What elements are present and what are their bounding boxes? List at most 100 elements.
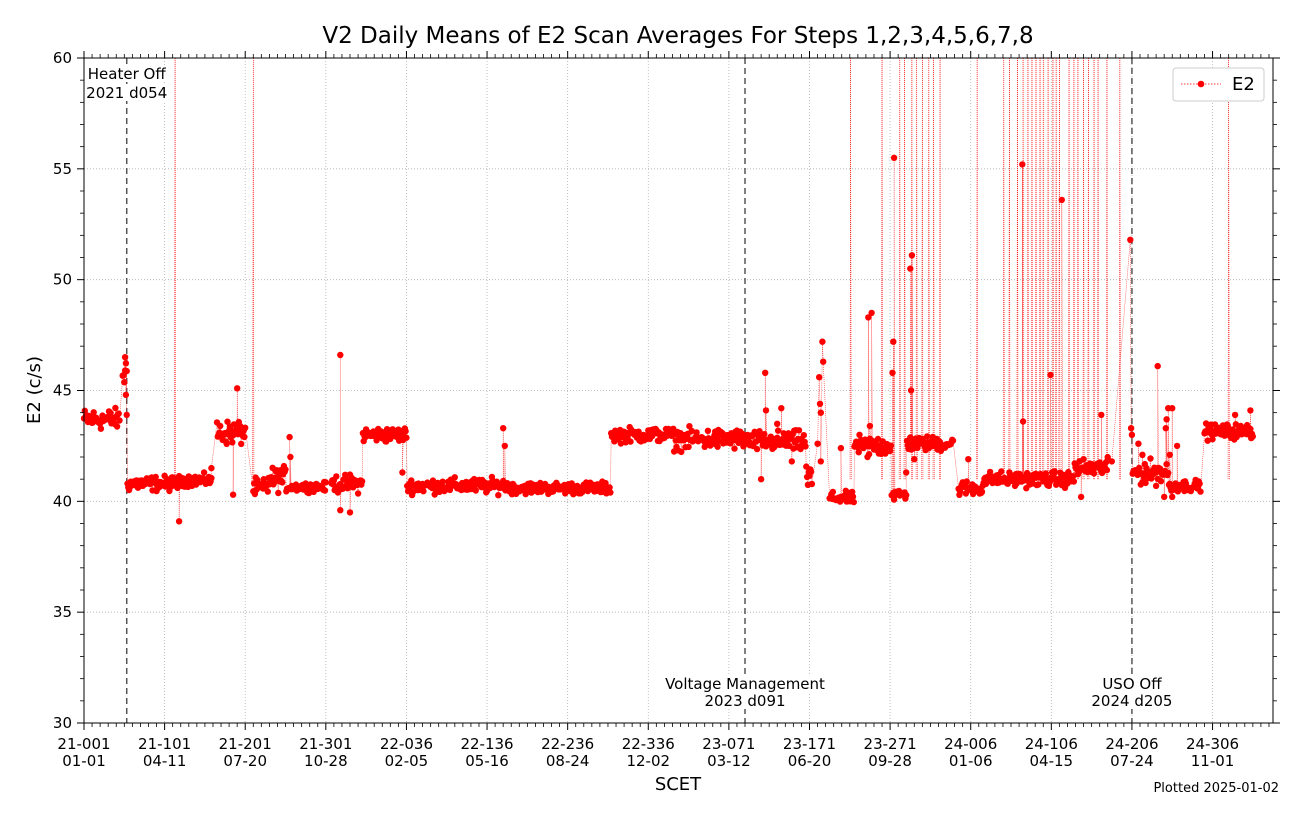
plotted-date: Plotted 2025-01-02 bbox=[1153, 781, 1279, 796]
data-point bbox=[685, 443, 692, 451]
data-point bbox=[807, 468, 815, 475]
data-point bbox=[982, 480, 990, 487]
offscale-spike bbox=[1059, 57, 1061, 480]
data-point bbox=[451, 474, 458, 481]
data-point bbox=[788, 458, 795, 465]
data-point bbox=[1157, 478, 1165, 485]
data-point bbox=[1165, 469, 1172, 477]
data-point bbox=[903, 491, 910, 499]
offscale-spike bbox=[1077, 57, 1079, 480]
data-point bbox=[217, 422, 224, 430]
data-point bbox=[850, 498, 857, 506]
data-point bbox=[908, 252, 916, 259]
data-point bbox=[816, 400, 824, 407]
offscale-spike bbox=[939, 57, 941, 480]
x-tick-label-doy: 23-071 bbox=[702, 735, 755, 753]
data-point bbox=[1196, 480, 1203, 487]
offscale-spike bbox=[1088, 57, 1090, 480]
event-label: 2024 d205 bbox=[1091, 692, 1172, 710]
data-point bbox=[1069, 473, 1077, 480]
data-point bbox=[1047, 371, 1054, 379]
x-tick-label-doy: 23-171 bbox=[783, 735, 836, 753]
data-point bbox=[242, 424, 249, 431]
data-point bbox=[501, 442, 508, 450]
grid bbox=[84, 58, 1273, 723]
data-point bbox=[1202, 420, 1210, 427]
data-point bbox=[808, 480, 816, 488]
data-point bbox=[1108, 458, 1116, 465]
x-tick-label-doy: 24-106 bbox=[1025, 735, 1078, 753]
offscale-spike bbox=[1022, 57, 1025, 480]
data-point bbox=[472, 487, 479, 494]
x-tick-label-date: 12-02 bbox=[626, 752, 670, 770]
event-label: USO Off bbox=[1102, 675, 1162, 693]
x-tick-label-date: 07-24 bbox=[1110, 752, 1154, 770]
y-tick-label: 30 bbox=[53, 714, 72, 732]
event-label: Heater Off bbox=[88, 65, 167, 83]
x-tick-label-date: 04-15 bbox=[1030, 752, 1074, 770]
data-point bbox=[1249, 433, 1257, 440]
data-point bbox=[337, 351, 344, 359]
data-point bbox=[761, 431, 768, 438]
series-points bbox=[80, 154, 1257, 525]
offscale-spike bbox=[976, 57, 979, 480]
data-point bbox=[829, 488, 837, 496]
data-point bbox=[889, 369, 896, 376]
x-tick-label-date: 01-01 bbox=[62, 752, 106, 770]
offscale-spike bbox=[1083, 57, 1085, 480]
data-point bbox=[1163, 461, 1170, 468]
data-point bbox=[339, 485, 346, 492]
legend: E2 bbox=[1172, 67, 1265, 102]
x-tick-label-date: 02-05 bbox=[385, 752, 429, 770]
data-point bbox=[1016, 470, 1024, 478]
data-point bbox=[865, 314, 872, 321]
data-point bbox=[122, 391, 130, 399]
offscale-spike bbox=[1228, 57, 1230, 480]
data-point bbox=[753, 438, 760, 445]
data-point bbox=[1035, 481, 1042, 488]
offscale-spike bbox=[916, 57, 918, 480]
offscale-spike bbox=[174, 57, 176, 480]
data-point bbox=[238, 440, 245, 448]
data-point bbox=[820, 358, 827, 365]
data-point bbox=[115, 410, 122, 417]
data-point bbox=[1173, 442, 1181, 450]
offscale-spike bbox=[252, 57, 255, 480]
event-label-bg bbox=[86, 84, 168, 101]
data-point bbox=[1058, 196, 1066, 204]
data-point bbox=[333, 473, 340, 480]
data-point bbox=[704, 427, 712, 434]
event-label-bg bbox=[704, 692, 786, 709]
y-tick-label: 40 bbox=[53, 492, 72, 510]
data-point bbox=[1104, 453, 1111, 461]
data-point bbox=[757, 476, 765, 483]
data-point bbox=[949, 437, 957, 444]
data-point bbox=[121, 354, 129, 361]
data-point bbox=[152, 473, 159, 481]
data-point bbox=[409, 488, 417, 496]
data-point bbox=[402, 428, 409, 435]
data-point bbox=[1154, 362, 1161, 370]
data-point bbox=[537, 479, 544, 487]
data-point bbox=[1070, 478, 1078, 485]
data-point bbox=[774, 420, 781, 427]
data-point bbox=[1231, 411, 1239, 419]
data-point bbox=[1163, 416, 1170, 423]
data-point bbox=[408, 477, 415, 484]
data-point bbox=[116, 417, 123, 424]
data-point bbox=[200, 469, 208, 476]
data-point bbox=[550, 488, 557, 495]
data-point bbox=[1127, 236, 1134, 243]
offscale-spike bbox=[1003, 57, 1005, 480]
data-point bbox=[978, 488, 986, 495]
data-point bbox=[856, 431, 863, 438]
data-point bbox=[693, 429, 700, 436]
data-point bbox=[865, 451, 873, 458]
data-point bbox=[965, 456, 972, 463]
data-point bbox=[849, 488, 856, 496]
data-point bbox=[123, 367, 130, 375]
x-tick-label-date: 04-11 bbox=[143, 752, 187, 770]
data-point bbox=[1098, 411, 1105, 419]
data-point bbox=[1139, 451, 1146, 458]
